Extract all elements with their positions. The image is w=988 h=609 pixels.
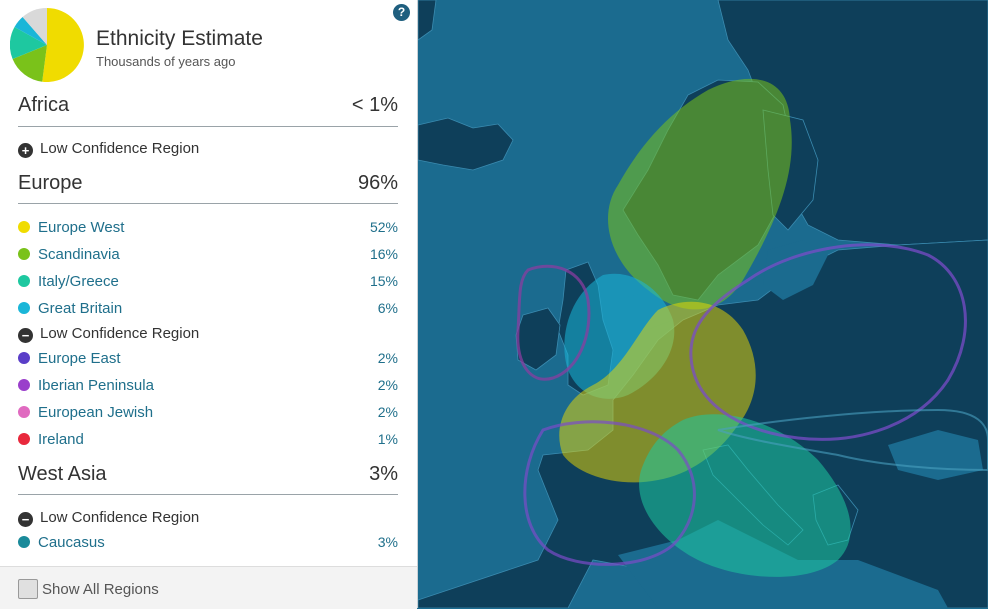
ethnicity-panel: ? Ethnicity Estimate Thousands of years … bbox=[0, 0, 418, 609]
region-european-jewish[interactable]: European Jewish 2% bbox=[18, 404, 398, 421]
color-dot-icon bbox=[18, 221, 30, 233]
region-percent: 2% bbox=[377, 377, 398, 393]
land-iceland bbox=[418, 117, 514, 171]
divider bbox=[18, 203, 398, 204]
pie-slice-other bbox=[22, 8, 47, 45]
ethnicity-pie-chart bbox=[10, 8, 84, 82]
color-dot-icon bbox=[18, 379, 30, 391]
region-label: Caucasus bbox=[38, 534, 105, 551]
color-dot-icon bbox=[18, 536, 30, 548]
section-label: Africa bbox=[18, 94, 70, 116]
region-label: Iberian Peninsula bbox=[38, 377, 154, 394]
section-value: < 1% bbox=[351, 94, 398, 116]
region-europe-east[interactable]: Europe East 2% bbox=[18, 350, 398, 367]
low-confidence-label: Low Confidence Region bbox=[40, 140, 200, 157]
overlay-ireland bbox=[516, 264, 591, 381]
show-all-label[interactable]: Show All Regions bbox=[42, 581, 159, 598]
panel-footer: Show All Regions bbox=[0, 566, 417, 609]
region-label: European Jewish bbox=[38, 404, 154, 421]
low-confidence-toggle-west-asia[interactable]: − Low Confidence Region bbox=[18, 509, 199, 527]
region-label: Europe East bbox=[38, 350, 121, 367]
region-label: Europe West bbox=[38, 219, 125, 236]
region-label: Scandinavia bbox=[38, 246, 120, 263]
region-italy-greece[interactable]: Italy/Greece 15% bbox=[18, 273, 398, 290]
color-dot-icon bbox=[18, 433, 30, 445]
color-dot-icon bbox=[18, 275, 30, 287]
pie-slice-great-britain bbox=[14, 17, 47, 45]
region-scandinavia[interactable]: Scandinavia 16% bbox=[18, 246, 398, 263]
region-percent: 6% bbox=[377, 300, 398, 316]
region-percent: 2% bbox=[377, 350, 398, 366]
divider bbox=[18, 126, 398, 127]
overlay-caucasus bbox=[717, 408, 988, 472]
region-overlays[interactable] bbox=[516, 78, 988, 577]
plus-circle-icon: + bbox=[18, 143, 33, 158]
region-label: Ireland bbox=[38, 431, 84, 448]
low-confidence-toggle-europe[interactable]: − Low Confidence Region bbox=[18, 325, 199, 343]
section-value: 96% bbox=[357, 172, 398, 194]
region-percent: 3% bbox=[377, 534, 398, 550]
region-great-britain[interactable]: Great Britain 6% bbox=[18, 300, 398, 317]
section-label: Europe bbox=[18, 172, 83, 194]
color-dot-icon bbox=[18, 406, 30, 418]
region-europe-west[interactable]: Europe West 52% bbox=[18, 219, 398, 236]
minus-circle-icon: − bbox=[18, 328, 33, 343]
overlay-italy-greece bbox=[639, 414, 851, 577]
minus-circle-icon: − bbox=[18, 512, 33, 527]
overlay-scandinavia bbox=[608, 78, 792, 310]
pie-slice-europe-west bbox=[42, 8, 84, 82]
low-confidence-label: Low Confidence Region bbox=[40, 325, 200, 342]
pie-slice-scandinavia bbox=[12, 45, 48, 82]
land-greenland-corner bbox=[418, 0, 437, 41]
color-dot-icon bbox=[18, 302, 30, 314]
region-caucasus[interactable]: Caucasus 3% bbox=[18, 534, 398, 551]
divider bbox=[18, 494, 398, 495]
color-dot-icon bbox=[18, 248, 30, 260]
sea-black bbox=[888, 430, 983, 480]
overlay-europe-east bbox=[689, 243, 967, 441]
region-iberian-peninsula[interactable]: Iberian Peninsula 2% bbox=[18, 377, 398, 394]
region-percent: 1% bbox=[377, 431, 398, 447]
region-ireland[interactable]: Ireland 1% bbox=[18, 431, 398, 448]
ethnicity-map[interactable] bbox=[418, 0, 988, 608]
section-value: 3% bbox=[369, 463, 398, 485]
panel-subtitle: Thousands of years ago bbox=[96, 54, 236, 69]
sea-baltic bbox=[763, 240, 828, 300]
panel-title: Ethnicity Estimate bbox=[96, 27, 263, 50]
color-dot-icon bbox=[18, 352, 30, 364]
overlay-iberian-peninsula bbox=[523, 420, 696, 566]
section-label: West Asia bbox=[18, 463, 107, 485]
help-icon[interactable]: ? bbox=[393, 4, 410, 21]
show-all-checkbox[interactable] bbox=[18, 579, 38, 599]
region-label: Great Britain bbox=[38, 300, 123, 317]
region-label: Italy/Greece bbox=[38, 273, 119, 290]
region-percent: 52% bbox=[369, 219, 398, 235]
low-confidence-toggle-africa[interactable]: + Low Confidence Region bbox=[18, 140, 199, 158]
region-percent: 16% bbox=[369, 246, 398, 262]
pie-slice-italy-greece bbox=[10, 27, 47, 59]
region-percent: 15% bbox=[369, 273, 398, 289]
region-percent: 2% bbox=[377, 404, 398, 420]
low-confidence-label: Low Confidence Region bbox=[40, 509, 200, 526]
